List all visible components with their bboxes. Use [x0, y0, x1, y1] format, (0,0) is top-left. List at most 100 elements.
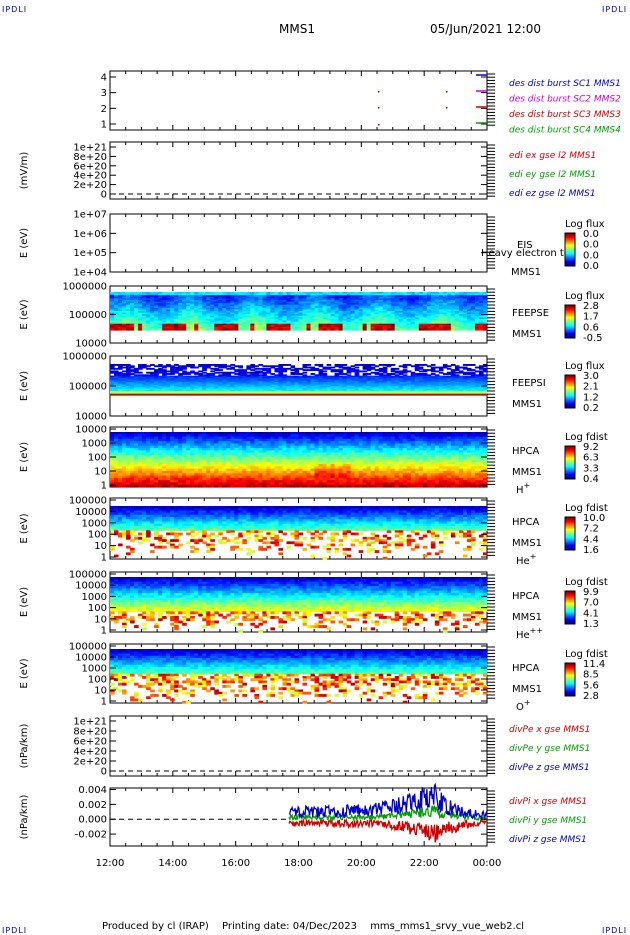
feepsi-cell: [254, 365, 259, 367]
feepsi-cell: [415, 394, 420, 396]
feepse-cell: [475, 328, 480, 330]
feepsi-cell: [307, 367, 312, 369]
feepsi-cell: [162, 394, 167, 396]
feepsi-cell: [411, 394, 416, 396]
feepsi-cell: [451, 394, 456, 396]
feepsi-cell: [355, 364, 360, 366]
feepsi-cell: [130, 370, 135, 372]
feepsi-cell: [467, 369, 472, 371]
feepsi-cell: [319, 365, 324, 367]
feepse-cell: [315, 328, 320, 330]
feepsi-cell: [363, 368, 368, 370]
edi-legend-0: edi ex gse l2 MMS1: [509, 151, 596, 161]
feepsi-cell: [431, 373, 436, 375]
feepsi-cell: [182, 394, 187, 396]
feepse-cell: [347, 328, 352, 330]
feepse-cell: [274, 328, 279, 330]
feepsi-cell: [218, 372, 223, 374]
feepsi-cell: [303, 369, 308, 371]
feepsi-cell: [447, 373, 452, 375]
feepsi-cell: [439, 372, 444, 374]
feepsi-cell: [387, 394, 392, 396]
feepse-cell: [383, 328, 388, 330]
feepsi-cell: [419, 370, 424, 372]
feepse-cell: [142, 328, 147, 330]
feepse-cell: [122, 328, 127, 330]
feepsi-cell: [311, 373, 316, 375]
feepse-cell: [242, 328, 247, 330]
feepsi-cell: [154, 365, 159, 367]
feepsi-cell: [427, 369, 432, 371]
feepsi-cell: [459, 372, 464, 374]
feepsi-cell: [355, 394, 360, 396]
feepse-cell: [182, 328, 187, 330]
feepse-cell: [214, 328, 219, 330]
feepse-cell: [471, 328, 476, 330]
feepsi-cell: [475, 370, 480, 372]
feepsi-cell: [435, 370, 440, 372]
eis-colorbar-tick: 0.0: [583, 250, 599, 261]
feepse-cell: [174, 328, 179, 330]
feepsi-cell: [351, 394, 356, 396]
feepse-cell: [170, 328, 175, 330]
feepsi-cell: [166, 365, 171, 367]
feepsi-ytick-label: 10000: [75, 412, 107, 423]
eis-colorbar-tick: 0.0: [583, 229, 599, 240]
feepsi-cell: [226, 394, 231, 396]
feepsi-cell: [286, 364, 291, 366]
feepsi-cell: [343, 373, 348, 375]
dist-legend-1: des dist burst SC2 MMS2: [509, 95, 621, 105]
feepsi-cell: [379, 370, 384, 372]
feepsi-ytick-label: 1000000: [62, 352, 107, 363]
feepsi-cell: [479, 394, 484, 396]
feepsi-cell: [427, 365, 432, 367]
eis-side-label-1: MMS1: [511, 267, 541, 278]
feepsi-cell: [419, 368, 424, 370]
feepse-cell: [210, 328, 215, 330]
feepsi-side-label-0: FEEPSI: [512, 378, 546, 389]
feepsi-cell: [483, 394, 488, 396]
feepsi-cell: [262, 394, 267, 396]
feepsi-cell: [399, 373, 404, 375]
feepsi-cell: [395, 372, 400, 374]
feepse-cell: [419, 328, 424, 330]
feepsi-cell: [110, 394, 115, 396]
feepsi-cell: [194, 394, 199, 396]
feepsi-cell: [467, 373, 472, 375]
feepsi-cell: [443, 394, 448, 396]
feepsi-cell: [463, 368, 468, 370]
dist-ytick-label: 3: [101, 88, 107, 99]
hpca_h-cell: [134, 485, 139, 488]
feepsi-cell: [375, 373, 380, 375]
feepsi-cell: [307, 369, 312, 371]
feepsi-cell: [439, 369, 444, 371]
feepsi-cell: [395, 368, 400, 370]
feepsi-cell: [258, 364, 263, 366]
eis-ytick-label: 1e+04: [73, 268, 107, 279]
feepsi-cell: [218, 369, 223, 371]
feepse-cell: [415, 328, 420, 330]
feepsi-cell: [146, 372, 151, 374]
feepse-cell: [307, 328, 312, 330]
feepsi-cell: [383, 394, 388, 396]
feepsi-cell: [110, 372, 115, 374]
feepsi-cell: [226, 365, 231, 367]
feepsi-cell: [335, 365, 340, 367]
feepse-cell: [262, 328, 267, 330]
feepsi-cell: [130, 394, 135, 396]
feepsi-cell: [471, 394, 476, 396]
feepsi-cell: [367, 394, 372, 396]
feepsi-cell: [447, 394, 452, 396]
feepsi-cell: [463, 364, 468, 366]
feepse-cell: [367, 328, 372, 330]
edi-ytick-label: 0: [101, 190, 107, 201]
feepsi-cell: [303, 372, 308, 374]
dist-burst-dot: [378, 91, 380, 93]
feepsi-cell: [351, 365, 356, 367]
feepsi-cell: [475, 394, 480, 396]
dist-ytick-label: 4: [101, 73, 107, 84]
feepsi-cell: [471, 369, 476, 371]
feepsi-colorbar-tick: 2.1: [583, 382, 599, 393]
feepsi-cell: [230, 368, 235, 370]
feepse-cell: [319, 328, 324, 330]
